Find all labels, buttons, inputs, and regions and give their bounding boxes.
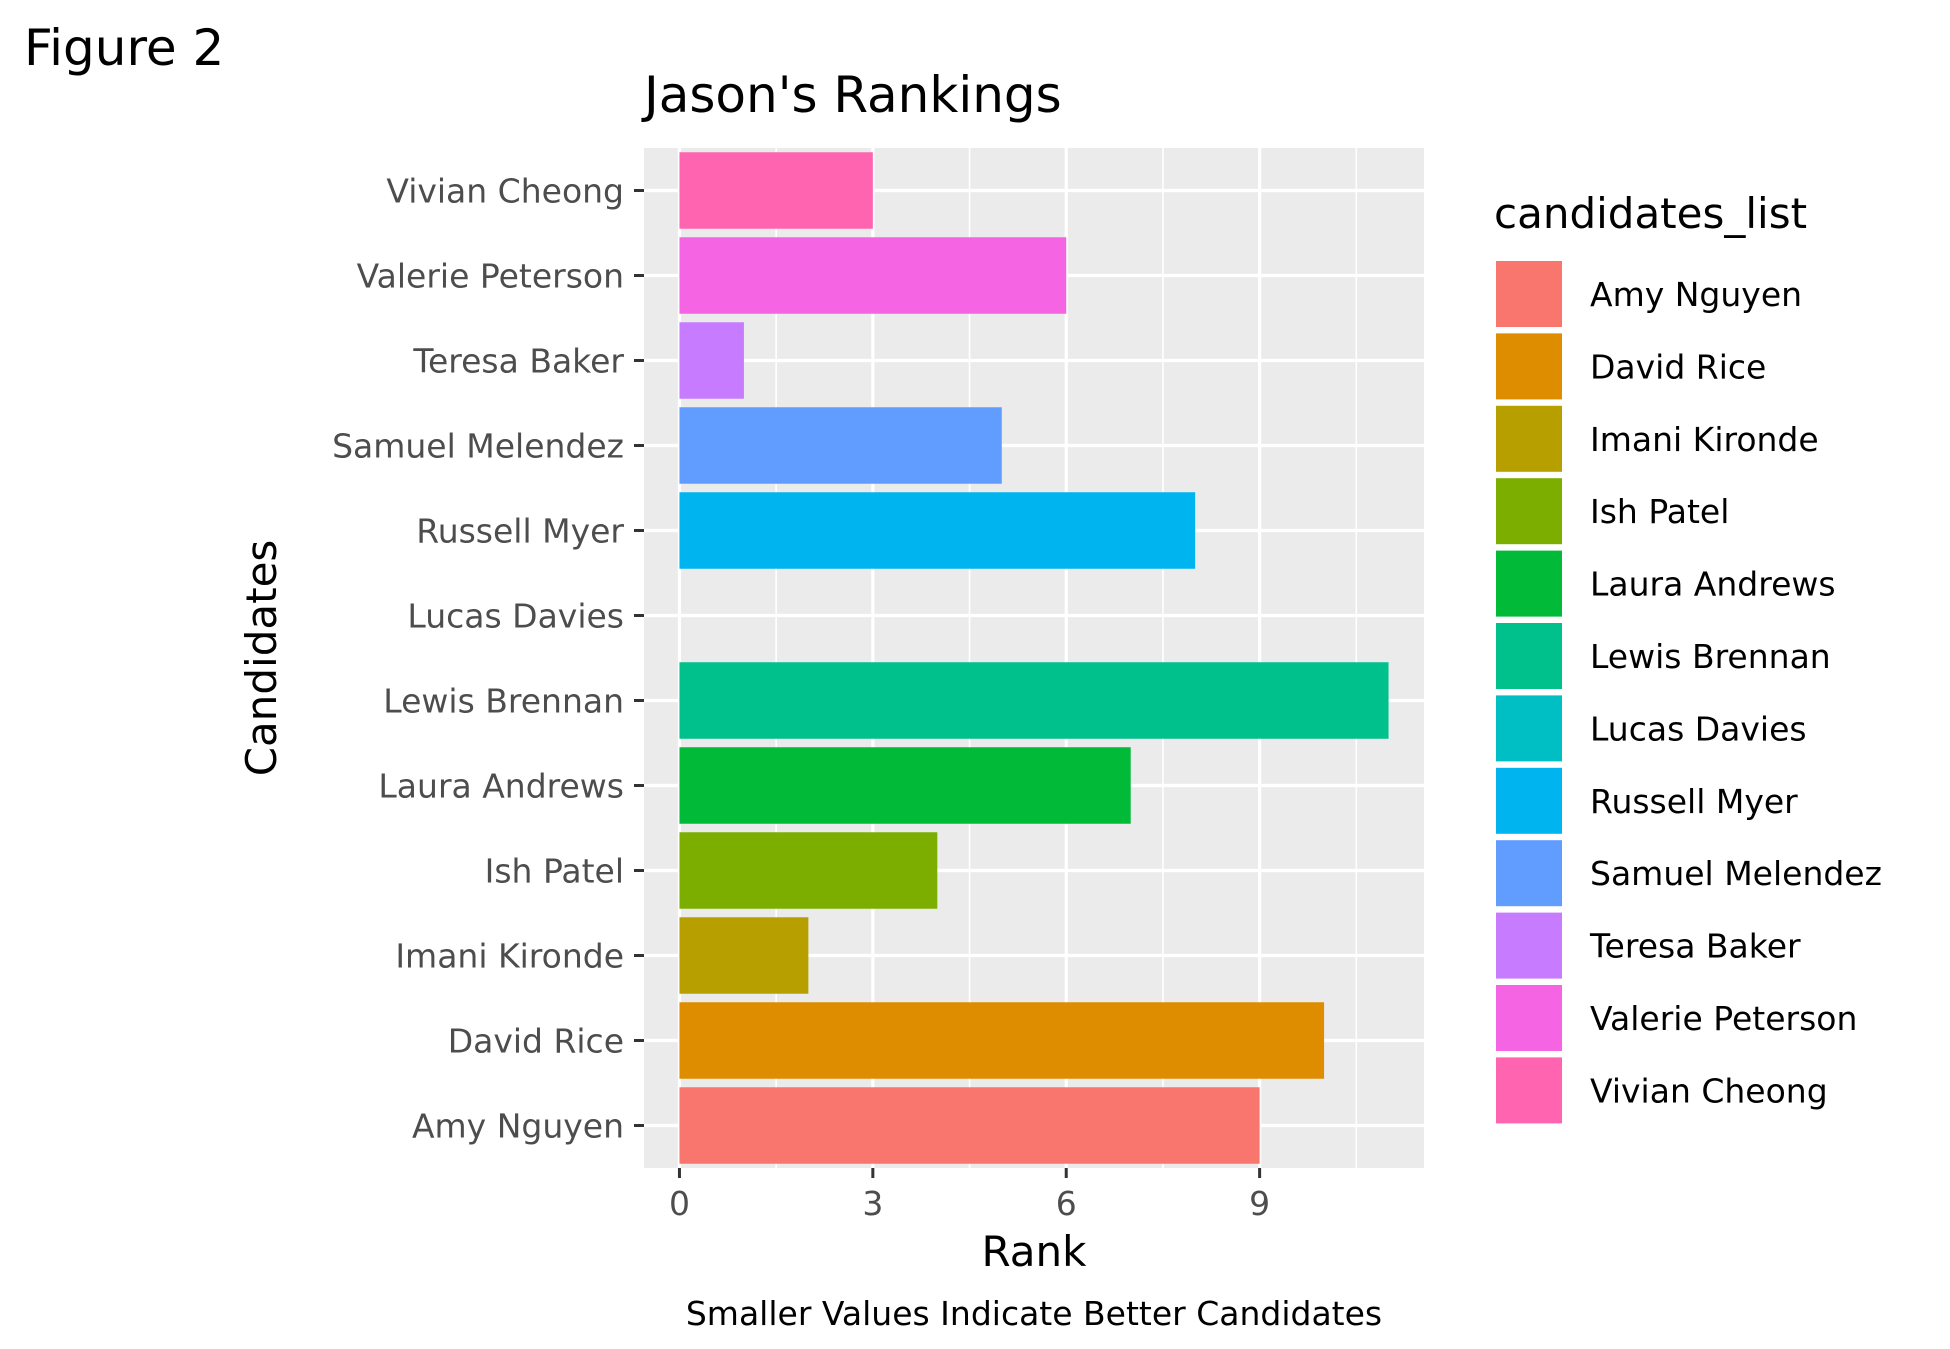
y-axis: Amy Nguyen David Rice Imani Kironde Ish Pat… — [332, 172, 644, 1146]
legend-key-swatch — [1494, 983, 1564, 1053]
legend-key-swatch — [1494, 548, 1564, 619]
legend-key-swatch — [1494, 838, 1564, 909]
legend-item: Valerie Peterson — [1494, 983, 1857, 1053]
legend-label: Teresa Baker — [1589, 927, 1801, 966]
legend-label: Ish Patel — [1590, 492, 1729, 531]
legend-key-swatch — [1494, 1055, 1564, 1126]
bar-teresa-baker — [679, 322, 744, 399]
legend-item: Imani Kironde — [1494, 403, 1819, 474]
legend-label: Russell Myer — [1590, 782, 1798, 821]
y-tick-label: Imani Kironde — [395, 937, 624, 976]
legend-item: Ish Patel — [1494, 476, 1729, 547]
legend-item: Samuel Melendez — [1494, 838, 1882, 909]
bar-imani-kironde — [679, 917, 809, 994]
legend-label: Imani Kironde — [1590, 420, 1819, 459]
bar-series — [679, 152, 1389, 1164]
legend-item: Lucas Davies — [1494, 693, 1807, 764]
legend-label: Lucas Davies — [1590, 709, 1807, 748]
legend-item: Russell Myer — [1494, 765, 1798, 836]
legend-item: Laura Andrews — [1494, 548, 1836, 619]
legend-item: Lewis Brennan — [1494, 621, 1831, 691]
legend-key-swatch — [1494, 331, 1564, 402]
bar-laura-andrews — [679, 747, 1131, 824]
y-tick-label: Lucas Davies — [407, 597, 624, 636]
bar-david-rice — [679, 1002, 1325, 1079]
y-tick-label: Russell Myer — [416, 512, 624, 551]
y-tick-label: David Rice — [448, 1022, 624, 1061]
legend-item: David Rice — [1494, 331, 1766, 402]
y-tick-label: Vivian Cheong — [386, 172, 624, 211]
bar-samuel-melendez — [679, 407, 1002, 484]
y-axis-title: Candidates — [237, 540, 286, 777]
figure-label: Figure 2 — [24, 19, 224, 77]
bar-valerie-peterson — [679, 237, 1067, 314]
y-tick-label: Valerie Peterson — [357, 257, 624, 296]
legend-label: David Rice — [1590, 347, 1766, 386]
y-tick-label: Amy Nguyen — [412, 1107, 624, 1146]
y-tick-label: Ish Patel — [485, 852, 624, 891]
legend-item: Amy Nguyen — [1494, 259, 1802, 329]
bar-russell-myer — [679, 492, 1196, 569]
legend-key-swatch — [1494, 476, 1564, 547]
bar-lewis-brennan — [679, 662, 1389, 739]
minor-gridlines — [775, 148, 1358, 1168]
legend-label: Lewis Brennan — [1590, 637, 1831, 676]
x-tick-label: 0 — [669, 1184, 690, 1223]
y-tick-label: Laura Andrews — [378, 767, 624, 806]
legend-item: Vivian Cheong — [1494, 1055, 1828, 1126]
legend-key-swatch — [1494, 910, 1564, 981]
bar-ish-patel — [679, 832, 938, 909]
bar-amy-nguyen — [679, 1087, 1260, 1164]
y-tick-label: Samuel Melendez — [332, 427, 624, 466]
legend-label: Amy Nguyen — [1590, 275, 1802, 314]
bar-vivian-cheong — [679, 152, 873, 229]
x-axis: 0 3 6 9 — [669, 1168, 1270, 1223]
legend-label: Valerie Peterson — [1590, 999, 1857, 1038]
legend-key-swatch — [1494, 693, 1564, 764]
legend-title: candidates_list — [1494, 189, 1807, 238]
y-tick-label: Teresa Baker — [412, 342, 624, 381]
plot-area — [644, 148, 1424, 1168]
x-axis-title: Rank — [982, 1227, 1088, 1276]
legend-label: Laura Andrews — [1590, 565, 1836, 604]
x-tick-label: 6 — [1056, 1184, 1077, 1223]
y-tick-label: Lewis Brennan — [383, 682, 624, 721]
legend-item: Teresa Baker — [1494, 910, 1801, 981]
x-tick-label: 9 — [1249, 1184, 1270, 1223]
x-tick-label: 3 — [862, 1184, 883, 1223]
legend-key-swatch — [1494, 765, 1564, 836]
legend-label: Samuel Melendez — [1590, 854, 1882, 893]
legend-key-swatch — [1494, 259, 1564, 329]
panel-background — [644, 148, 1424, 1168]
legend-key-swatch — [1494, 621, 1564, 691]
chart-title: Jason's Rankings — [641, 66, 1062, 124]
chart-caption: Smaller Values Indicate Better Candidate… — [686, 1294, 1382, 1333]
legend: candidates_list Amy Nguyen David Rice Iman… — [1494, 189, 1882, 1126]
legend-items: Amy Nguyen David Rice Imani Kironde Ish Pat… — [1494, 259, 1882, 1126]
legend-key-swatch — [1494, 403, 1564, 474]
legend-label: Vivian Cheong — [1590, 1071, 1828, 1110]
